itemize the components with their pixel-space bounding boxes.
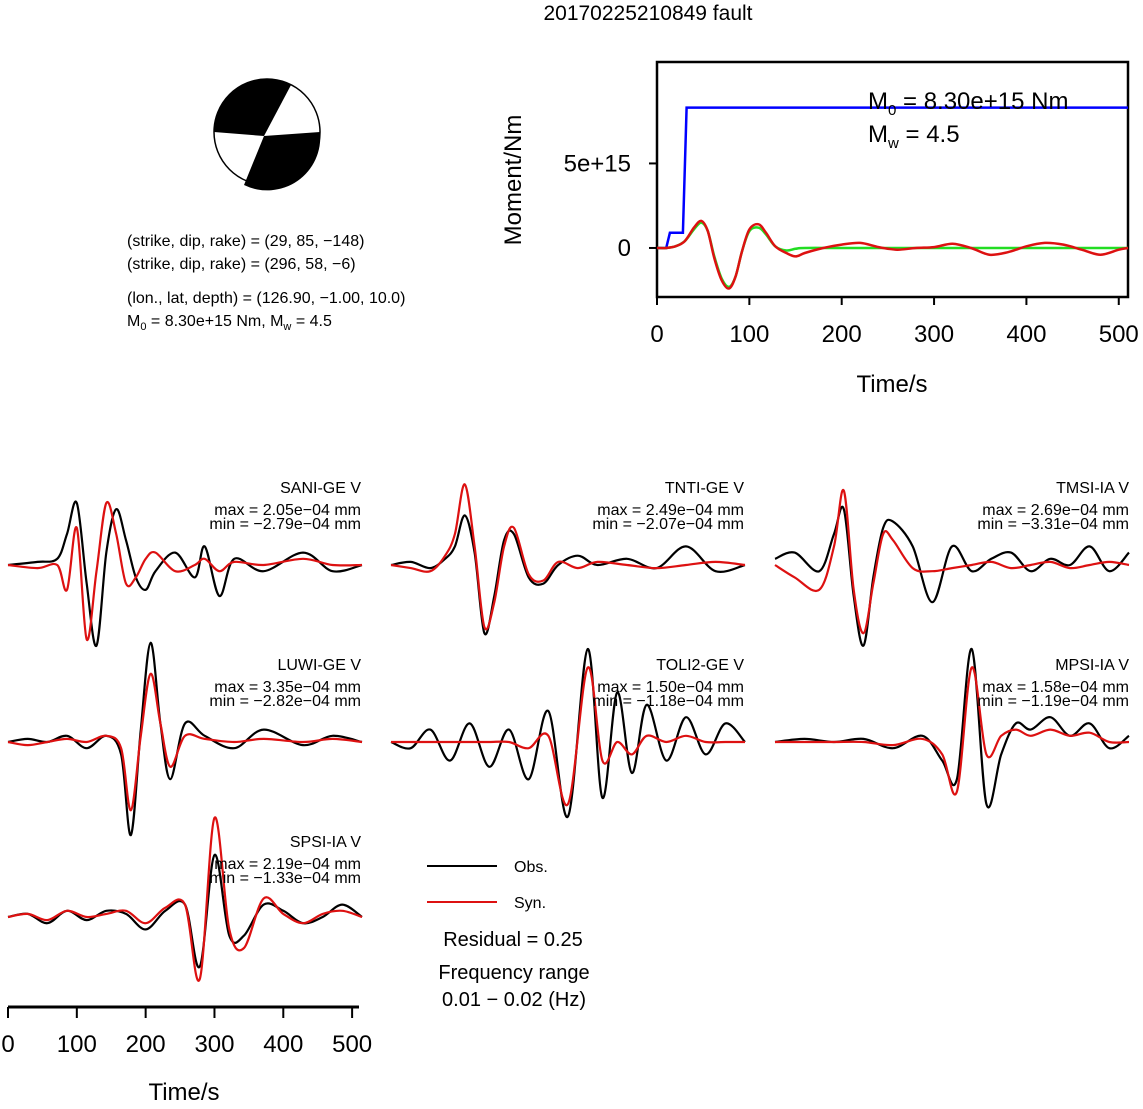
- moment-x-tick-label: 200: [822, 321, 862, 348]
- min-amplitude-label: min = −1.33e−04 mm: [209, 870, 361, 887]
- moment-plot-frame: [655, 60, 1130, 299]
- moment-mw-annotation: Mw = 4.5: [868, 121, 960, 152]
- moment-m0-annotation: M0 = 8.30e+15 Nm: [868, 88, 1068, 119]
- moment-series-line: [656, 219, 1129, 290]
- bottom-axis-tick-label: 500: [332, 1031, 372, 1058]
- moment-x-tick-label: 300: [914, 321, 954, 348]
- station-label: TNTI-GE V: [665, 480, 744, 497]
- observed-trace: [390, 514, 746, 636]
- moment-y-tick-label: 5e+15: [564, 150, 631, 177]
- bottom-axis-tick-label: 100: [57, 1031, 97, 1058]
- residual-text: Residual = 0.25: [443, 929, 583, 951]
- bottom-axis-tick-label: 400: [263, 1031, 303, 1058]
- moment-x-label: Time/s: [856, 371, 927, 398]
- legend-syn-label: Syn.: [514, 895, 546, 912]
- bottom-axis-tick-label: 0: [1, 1031, 14, 1058]
- max-amplitude-label: max = 1.58e−04 mm: [982, 679, 1129, 696]
- max-amplitude-label: max = 2.05e−04 mm: [214, 502, 361, 519]
- beachball: [213, 78, 321, 191]
- min-amplitude-label: min = −1.19e−04 mm: [977, 693, 1129, 710]
- min-amplitude-label: min = −2.82e−04 mm: [209, 693, 361, 710]
- moment-x-tick-label: 500: [1099, 321, 1139, 348]
- moment-chart: 0 100 200 300 400 500 0 5e+15 Time/s Moment/Nm…: [500, 60, 1139, 398]
- mechanism-moment-line: M0 = 8.30e+15 Nm, Mw = 4.5: [127, 313, 332, 333]
- synthetic-trace: [7, 672, 363, 812]
- station-label: TMSI-IA V: [1056, 480, 1129, 497]
- moment-y-label: Moment/Nm: [500, 115, 527, 246]
- max-amplitude-label: max = 1.50e−04 mm: [597, 679, 744, 696]
- min-amplitude-label: min = −3.31e−04 mm: [977, 516, 1129, 533]
- max-amplitude-label: max = 2.19e−04 mm: [214, 856, 361, 873]
- moment-y-axis: 0 5e+15: [564, 150, 657, 262]
- frequency-title: Frequency range: [438, 962, 589, 984]
- moment-series-line: [656, 221, 1128, 289]
- station-label: SPSI-IA V: [290, 834, 361, 851]
- min-amplitude-label: min = −1.18e−04 mm: [592, 693, 744, 710]
- mechanism-line-1: (strike, dip, rake) = (29, 85, −148): [127, 233, 364, 250]
- moment-series-group: [656, 106, 1129, 290]
- synthetic-trace: [774, 488, 1130, 635]
- frequency-value: 0.01 − 0.02 (Hz): [442, 989, 586, 1011]
- synthetic-trace: [774, 666, 1130, 796]
- synthetic-trace: [390, 483, 746, 631]
- mechanism-line-3: (lon., lat, depth) = (126.90, −1.00, 10.…: [127, 290, 405, 307]
- mechanism-text: (strike, dip, rake) = (29, 85, −148) (st…: [127, 233, 405, 333]
- moment-x-tick-label: 400: [1006, 321, 1046, 348]
- moment-y-tick-label: 0: [618, 235, 631, 262]
- max-amplitude-label: max = 3.35e−04 mm: [214, 679, 361, 696]
- legend-obs-label: Obs.: [514, 859, 548, 876]
- synthetic-trace: [7, 816, 363, 982]
- station-label: LUWI-GE V: [277, 657, 361, 674]
- moment-series-line: [657, 106, 1128, 250]
- bottom-time-axis: 0 100 200 300 400 500 Time/s: [1, 1005, 372, 1106]
- moment-x-axis: 0 100 200 300 400 500: [650, 297, 1139, 348]
- bottom-axis-label: Time/s: [148, 1079, 219, 1104]
- min-amplitude-label: min = −2.79e−04 mm: [209, 516, 361, 533]
- bottom-axis-ticks: 0 100 200 300 400 500: [1, 1007, 372, 1058]
- legend: Obs. Syn. Residual = 0.25 Frequency rang…: [427, 859, 590, 1011]
- station-label: MPSI-IA V: [1055, 657, 1129, 674]
- observed-trace: [390, 647, 746, 818]
- mechanism-line-2: (strike, dip, rake) = (296, 58, −6): [127, 256, 356, 273]
- bottom-axis-tick-label: 300: [194, 1031, 234, 1058]
- synthetic-trace: [390, 666, 745, 807]
- moment-x-tick-label: 100: [729, 321, 769, 348]
- synthetic-trace: [7, 500, 363, 641]
- station-label: SANI-GE V: [280, 480, 361, 497]
- max-amplitude-label: max = 2.49e−04 mm: [597, 502, 744, 519]
- max-amplitude-label: max = 2.69e−04 mm: [982, 502, 1129, 519]
- min-amplitude-label: min = −2.07e−04 mm: [592, 516, 744, 533]
- observed-trace: [7, 641, 363, 837]
- bottom-axis-tick-label: 200: [126, 1031, 166, 1058]
- station-label: TOLI2-GE V: [656, 657, 744, 674]
- page-title: 20170225210849 fault: [543, 2, 752, 25]
- moment-x-tick-label: 0: [650, 321, 663, 348]
